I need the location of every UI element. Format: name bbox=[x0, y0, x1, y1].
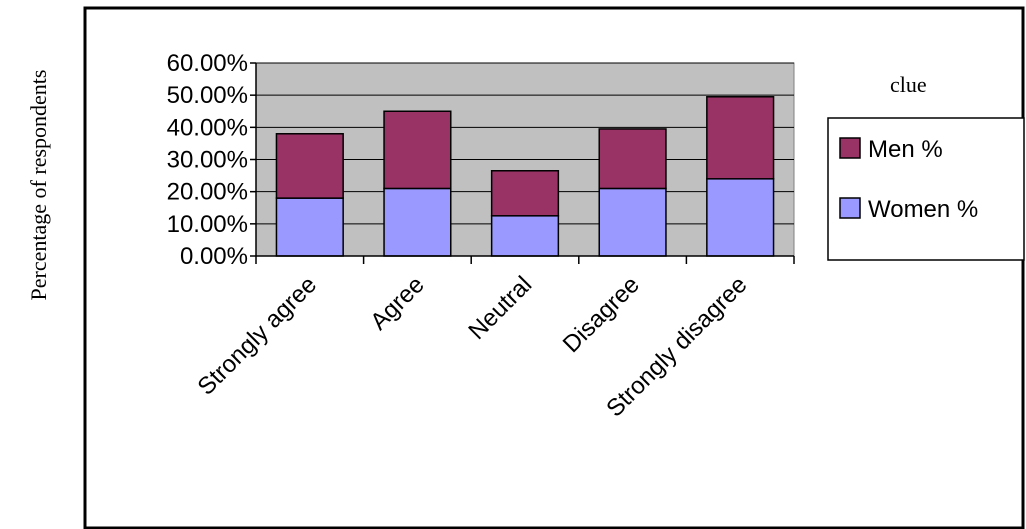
y-tick-label: 40.00% bbox=[167, 114, 248, 141]
legend-swatch bbox=[839, 137, 861, 159]
bars bbox=[275, 96, 775, 257]
y-axis-title: Percentage of respondents bbox=[26, 70, 51, 301]
legend-label: Women % bbox=[868, 196, 978, 223]
legend-title: clue bbox=[890, 72, 927, 97]
bar-men-2 bbox=[490, 170, 560, 217]
y-tick-label: 60.00% bbox=[167, 50, 248, 77]
legend-label: Men % bbox=[868, 136, 943, 163]
bar-men-0 bbox=[275, 133, 344, 199]
bar-men-3 bbox=[598, 128, 667, 190]
bar-men-4 bbox=[706, 96, 775, 180]
legend-swatch bbox=[839, 197, 861, 219]
y-tick-label: 50.00% bbox=[167, 82, 248, 109]
bar-women-0 bbox=[275, 197, 344, 257]
bar-women-4 bbox=[706, 178, 775, 257]
bar-women-3 bbox=[598, 187, 667, 257]
y-tick-label: 0.00% bbox=[180, 243, 248, 270]
bar-women-2 bbox=[490, 215, 560, 257]
legend-entries: Men % Women % bbox=[839, 136, 978, 223]
bar-women-1 bbox=[383, 187, 452, 257]
y-ticks: 0.00% 10.00% 20.00% 30.00% 40.00% 50.00% 60.00… bbox=[167, 50, 256, 270]
y-tick-label: 20.00% bbox=[167, 179, 248, 206]
y-tick-label: 30.00% bbox=[167, 147, 248, 174]
bar-men-1 bbox=[383, 110, 452, 190]
y-tick-label: 10.00% bbox=[167, 211, 248, 238]
